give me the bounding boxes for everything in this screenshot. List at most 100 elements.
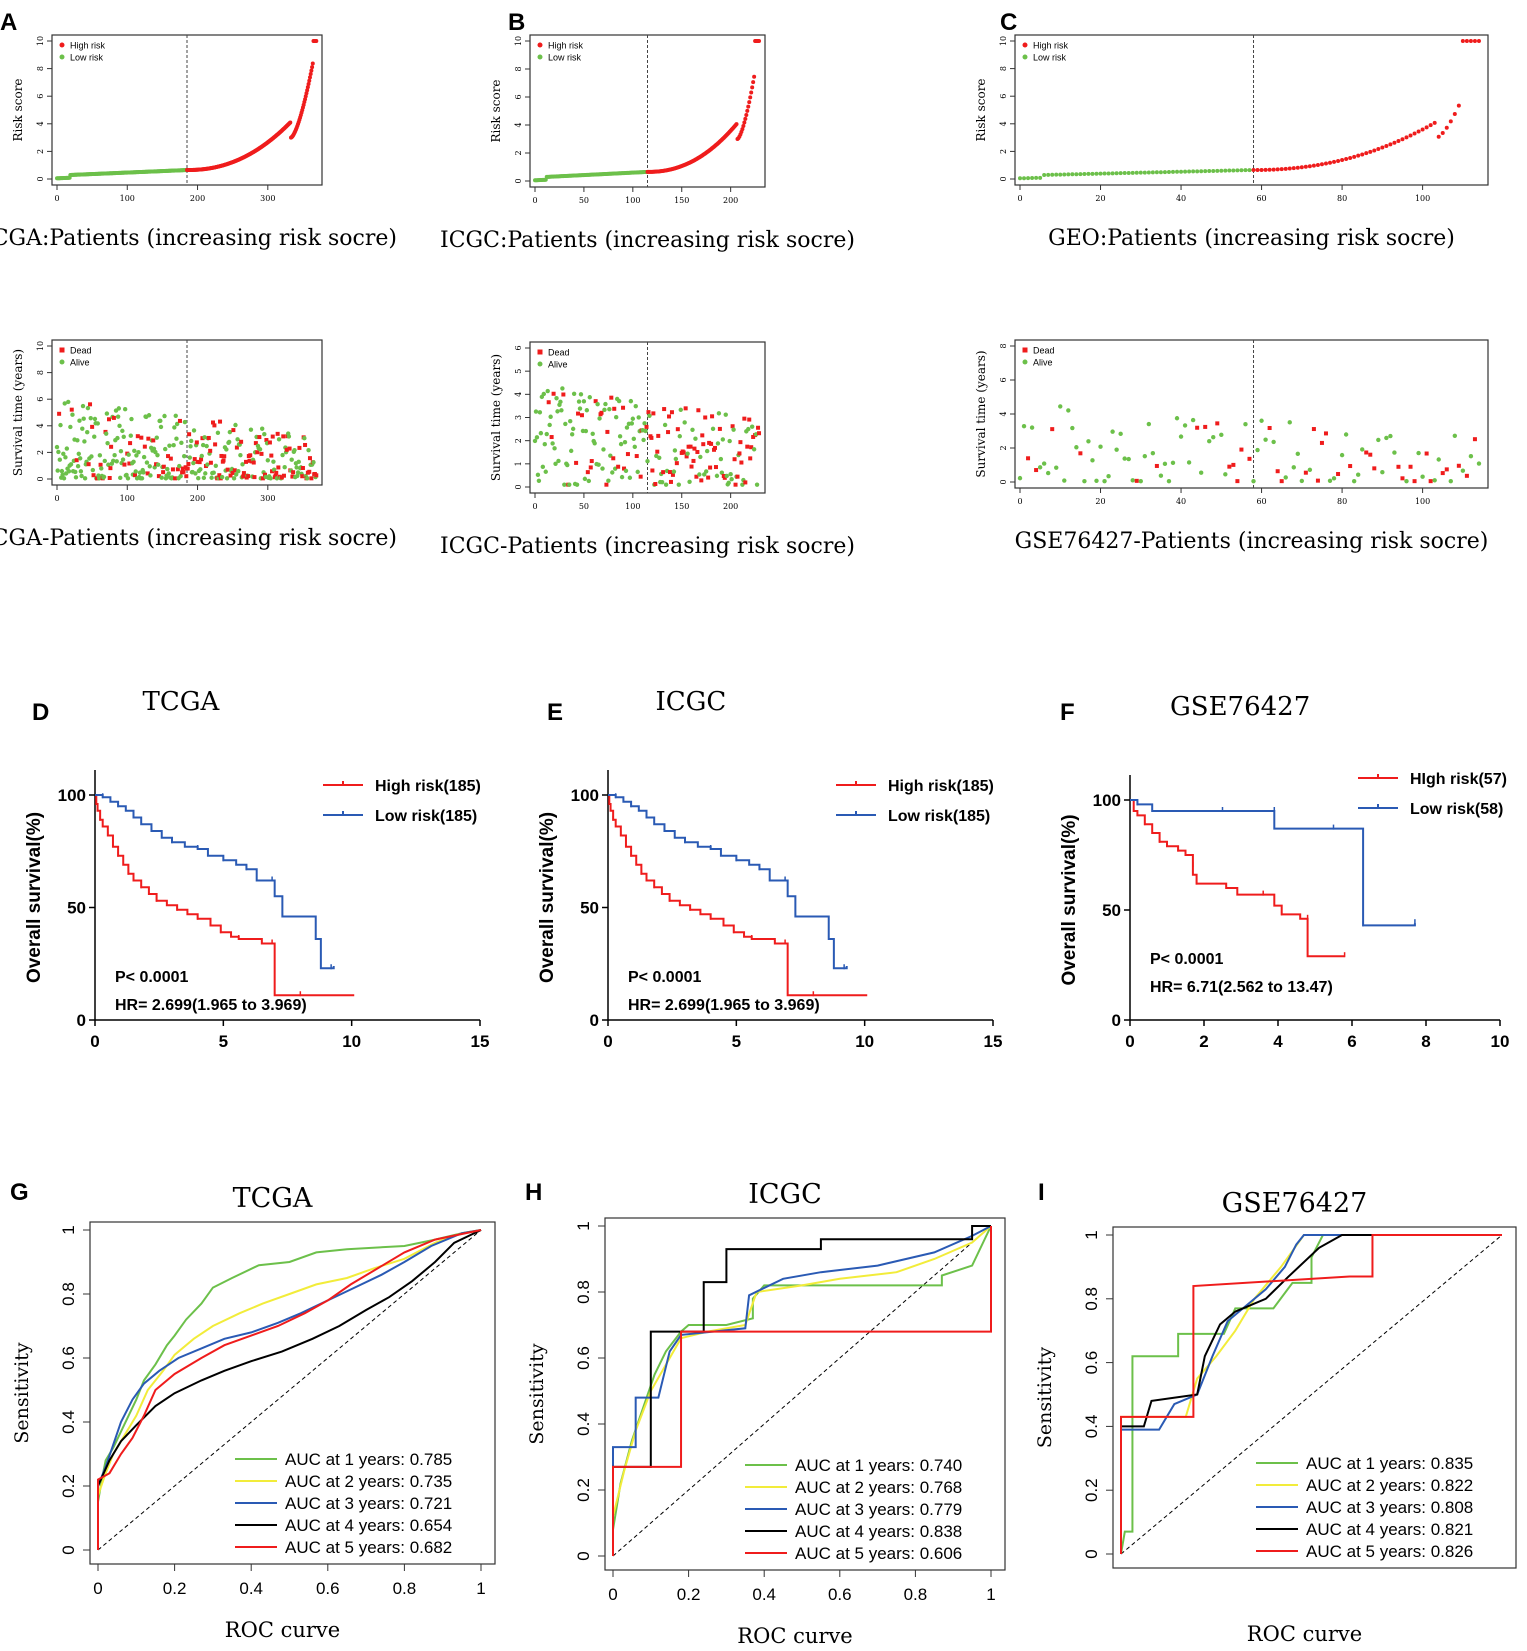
data-point [147, 464, 152, 469]
data-point [101, 474, 107, 480]
legend-label: Alive [1033, 358, 1053, 368]
y-tick-label: 8 [999, 343, 1008, 348]
data-point [253, 441, 258, 446]
data-point [1295, 451, 1301, 457]
data-point [158, 418, 163, 424]
plot-frame [1014, 339, 1489, 489]
data-point [62, 401, 67, 406]
y-tick-label: 100 [58, 786, 86, 805]
data-point [700, 433, 705, 438]
data-point [191, 460, 196, 466]
data-point [234, 445, 239, 450]
x-axis-label: ROC curve [1247, 1622, 1362, 1646]
legend-marker [59, 347, 65, 353]
data-point [1022, 176, 1027, 181]
data-point [747, 100, 752, 105]
data-point [605, 429, 610, 434]
data-point [74, 458, 79, 463]
x-tick-label: 100 [625, 502, 640, 511]
data-point [1464, 39, 1469, 43]
data-point [108, 466, 113, 471]
data-point [305, 88, 310, 93]
x-tick-label: 200 [723, 196, 738, 205]
y-tick-label: 0 [999, 479, 1008, 484]
data-point [1191, 169, 1196, 174]
data-point [168, 456, 173, 461]
y-tick-label: 0.8 [1082, 1287, 1101, 1311]
data-point [297, 445, 302, 450]
legend-marker [1022, 42, 1028, 48]
y-tick-label: 0.2 [1082, 1478, 1101, 1502]
data-point [1154, 170, 1159, 175]
data-point [1456, 103, 1461, 108]
legend-marker [537, 349, 543, 355]
data-point [1279, 479, 1284, 484]
data-point [80, 403, 86, 409]
data-point [1255, 168, 1260, 173]
data-point [1432, 120, 1437, 125]
data-point [630, 416, 636, 421]
data-point [185, 466, 190, 471]
data-point [1468, 39, 1473, 43]
x-tick-label: 100 [1415, 497, 1430, 506]
data-point [1094, 478, 1099, 483]
data-point [61, 476, 67, 481]
data-point [1078, 172, 1083, 177]
data-point [542, 442, 547, 447]
data-point [199, 457, 204, 462]
data-point [95, 421, 100, 426]
legend-label: Dead [1033, 346, 1055, 356]
data-point [703, 415, 708, 420]
y-tick-label: 0 [36, 176, 45, 181]
data-point [124, 472, 129, 478]
km-curve [1130, 799, 1416, 927]
data-point [638, 474, 643, 479]
chart-title: TCGA [143, 687, 221, 717]
data-point [1190, 417, 1196, 423]
data-point [668, 470, 672, 475]
data-point [561, 392, 566, 397]
data-point [215, 430, 221, 436]
data-point [310, 65, 315, 70]
data-point [1287, 420, 1292, 425]
data-point [1247, 168, 1252, 173]
data-point [232, 468, 237, 473]
data-point [1464, 473, 1469, 478]
data-point [1074, 172, 1079, 177]
data-point [167, 443, 172, 448]
roc-curve [97, 1229, 482, 1550]
data-point [661, 470, 666, 475]
data-point [178, 473, 183, 479]
x-tick-label: 1 [986, 1585, 995, 1604]
data-point [1372, 148, 1377, 153]
y-tick-label: 3 [514, 415, 523, 420]
data-point [1472, 437, 1477, 442]
data-point [683, 406, 688, 411]
data-point [90, 467, 96, 473]
data-point [115, 435, 120, 441]
panel-label-H: H [525, 1179, 542, 1206]
legend-label: AUC at 5 years: 0.606 [795, 1544, 962, 1563]
y-axis-label: Risk score [974, 78, 988, 141]
data-point [226, 439, 232, 445]
data-point [1094, 171, 1099, 176]
data-point [78, 469, 84, 474]
y-tick-label: 4 [999, 121, 1008, 126]
data-point [1058, 404, 1063, 409]
data-point [690, 427, 695, 432]
data-point [731, 427, 736, 432]
data-point [1227, 168, 1232, 173]
data-point [247, 458, 252, 463]
data-point [1045, 470, 1051, 476]
data-point [1122, 171, 1127, 176]
data-point [1170, 169, 1175, 174]
data-point [1054, 465, 1059, 470]
data-point [749, 424, 755, 429]
data-point [741, 123, 746, 128]
data-point [720, 437, 726, 442]
data-point [92, 434, 97, 439]
data-point [1428, 479, 1433, 484]
data-point [166, 454, 171, 459]
data-point [213, 442, 218, 447]
data-point [80, 426, 85, 431]
